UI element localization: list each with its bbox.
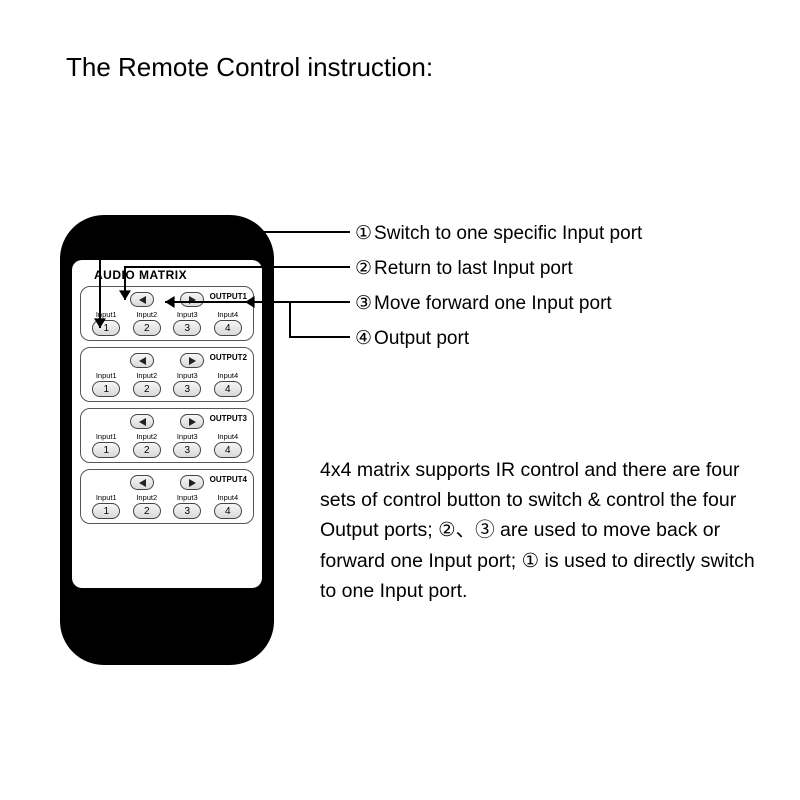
prev-input-button[interactable] — [130, 475, 154, 490]
input-label: Input1 — [96, 371, 117, 380]
chevron-left-icon — [139, 357, 146, 365]
input-select-button[interactable]: 4 — [214, 320, 242, 336]
next-input-button[interactable] — [180, 353, 204, 368]
output-label: OUTPUT4 — [210, 475, 247, 484]
callout-number-icon: ③ — [355, 294, 372, 313]
input-select-button[interactable]: 3 — [173, 381, 201, 397]
input-label: Input4 — [217, 371, 238, 380]
prev-input-button[interactable] — [130, 292, 154, 307]
output-group-1: OUTPUT1Input1Input2Input3Input41234 — [80, 286, 254, 341]
input-labels-row: Input1 Input2 Input3 Input4 — [85, 493, 249, 502]
next-input-button[interactable] — [180, 414, 204, 429]
input-select-button[interactable]: 3 — [173, 503, 201, 519]
input-select-button[interactable]: 4 — [214, 503, 242, 519]
output-group-2: OUTPUT2Input1Input2Input3Input41234 — [80, 347, 254, 402]
next-input-button[interactable] — [180, 292, 204, 307]
input-label: Input4 — [217, 310, 238, 319]
output-label: OUTPUT1 — [210, 292, 247, 301]
input-select-button[interactable]: 3 — [173, 320, 201, 336]
input-select-button[interactable]: 1 — [92, 442, 120, 458]
input-labels-row: Input1 Input2 Input3 Input4 — [85, 432, 249, 441]
prev-input-button[interactable] — [130, 414, 154, 429]
callout-text: Move forward one Input port — [374, 293, 612, 314]
output-group-4: OUTPUT4Input1Input2Input3Input41234 — [80, 469, 254, 524]
callout-number-icon: ② — [355, 259, 372, 278]
callout-item-2: ②Return to last Input port — [355, 259, 642, 278]
input-buttons-row: 1234 — [85, 442, 249, 458]
output-group-3: OUTPUT3Input1Input2Input3Input41234 — [80, 408, 254, 463]
output-label: OUTPUT2 — [210, 353, 247, 362]
prev-input-button[interactable] — [130, 353, 154, 368]
callout-text: Output port — [374, 328, 469, 349]
input-label: Input4 — [217, 493, 238, 502]
chevron-right-icon — [189, 357, 196, 365]
input-label: Input2 — [136, 371, 157, 380]
input-select-button[interactable]: 1 — [92, 320, 120, 336]
input-label: Input3 — [177, 371, 198, 380]
input-label: Input2 — [136, 432, 157, 441]
chevron-left-icon — [139, 479, 146, 487]
output-label: OUTPUT3 — [210, 414, 247, 423]
input-label: Input2 — [136, 310, 157, 319]
input-buttons-row: 1234 — [85, 503, 249, 519]
input-select-button[interactable]: 4 — [214, 381, 242, 397]
remote-face: AUDIO MATRIX OUTPUT1Input1Input2Input3In… — [72, 260, 262, 588]
remote-header-label: AUDIO MATRIX — [80, 266, 254, 286]
input-label: Input1 — [96, 432, 117, 441]
input-label: Input1 — [96, 310, 117, 319]
input-select-button[interactable]: 4 — [214, 442, 242, 458]
input-select-button[interactable]: 2 — [133, 320, 161, 336]
callout-number-icon: ① — [355, 224, 372, 243]
input-labels-row: Input1 Input2 Input3 Input4 — [85, 310, 249, 319]
description-text: 4x4 matrix supports IR control and there… — [320, 455, 760, 606]
callout-number-icon: ④ — [355, 329, 372, 348]
input-buttons-row: 1234 — [85, 381, 249, 397]
callout-text: Return to last Input port — [374, 258, 573, 279]
input-buttons-row: 1234 — [85, 320, 249, 336]
chevron-left-icon — [139, 296, 146, 304]
chevron-left-icon — [139, 418, 146, 426]
remote-body: AUDIO MATRIX OUTPUT1Input1Input2Input3In… — [60, 215, 274, 665]
input-select-button[interactable]: 1 — [92, 381, 120, 397]
input-label: Input3 — [177, 432, 198, 441]
input-select-button[interactable]: 2 — [133, 381, 161, 397]
callout-text: Switch to one specific Input port — [374, 223, 642, 244]
input-select-button[interactable]: 1 — [92, 503, 120, 519]
chevron-right-icon — [189, 296, 196, 304]
input-label: Input2 — [136, 493, 157, 502]
input-label: Input4 — [217, 432, 238, 441]
callout-item-1: ①Switch to one specific Input port — [355, 224, 642, 243]
next-input-button[interactable] — [180, 475, 204, 490]
input-select-button[interactable]: 3 — [173, 442, 201, 458]
chevron-right-icon — [189, 418, 196, 426]
input-label: Input3 — [177, 493, 198, 502]
chevron-right-icon — [189, 479, 196, 487]
input-labels-row: Input1 Input2 Input3 Input4 — [85, 371, 249, 380]
callout-item-4: ④Output port — [355, 329, 642, 348]
page-title: The Remote Control instruction: — [66, 52, 433, 83]
callout-list: ①Switch to one specific Input port②Retur… — [355, 224, 642, 364]
callout-item-3: ③Move forward one Input port — [355, 294, 642, 313]
input-select-button[interactable]: 2 — [133, 442, 161, 458]
input-label: Input3 — [177, 310, 198, 319]
input-label: Input1 — [96, 493, 117, 502]
input-select-button[interactable]: 2 — [133, 503, 161, 519]
